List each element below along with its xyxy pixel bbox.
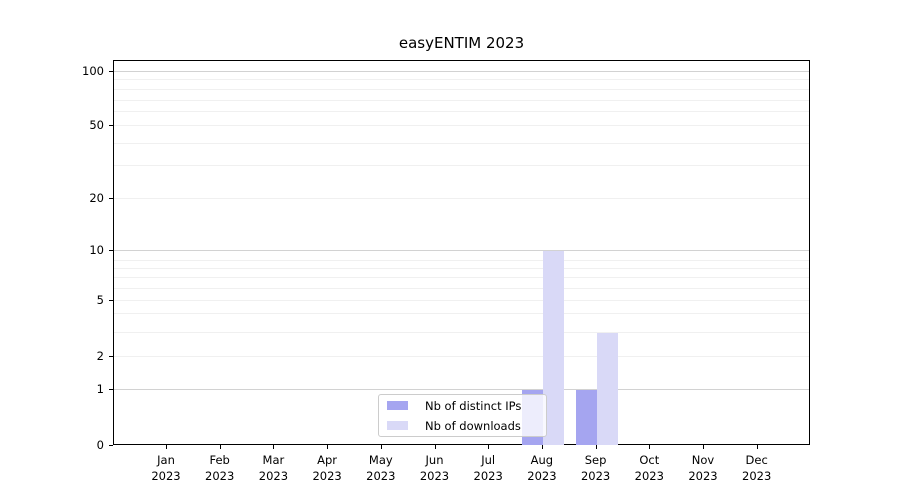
y-tick-label-20: 20 — [89, 191, 104, 205]
gridline-minor-2 — [114, 356, 809, 357]
gridline-minor-70 — [114, 99, 809, 101]
x-tickmark-feb — [219, 445, 221, 449]
gridline-minor-3 — [114, 332, 809, 333]
x-tick-label-jun: Jun 2023 — [419, 453, 450, 483]
x-tickmark-mar — [273, 445, 275, 449]
y-tick-label-10: 10 — [89, 243, 104, 257]
gridline-minor-6 — [114, 287, 809, 289]
gridline-minor-50 — [114, 125, 809, 126]
x-tick-label-apr: Apr 2023 — [312, 453, 342, 483]
legend-item-downloads: Nb of downloads — [379, 417, 546, 434]
y-tick-label-1: 1 — [96, 382, 104, 396]
x-tick-label-jan: Jan 2023 — [151, 453, 181, 483]
y-tickmark-10 — [109, 250, 113, 251]
gridline-minor-7 — [114, 277, 809, 278]
bar-sep-downloads — [596, 333, 618, 445]
gridline-major-100 — [114, 71, 809, 72]
legend-label-distinct-ips: Nb of distinct IPs — [425, 398, 522, 413]
gridline-major-10 — [114, 250, 809, 251]
x-tickmark-oct — [649, 445, 651, 449]
gridline-minor-30 — [114, 165, 809, 166]
y-tick-label-0: 0 — [96, 437, 104, 452]
x-tickmark-jul — [488, 445, 490, 449]
x-tick-label-oct: Oct 2023 — [634, 453, 664, 483]
gridline-minor-80 — [114, 88, 809, 90]
y-tickmark-2 — [109, 356, 113, 357]
gridline-major-1 — [114, 389, 809, 390]
x-tick-label-dec: Dec 2023 — [742, 453, 772, 483]
gridline-minor-5 — [114, 300, 809, 301]
y-tick-label-100: 100 — [82, 64, 104, 78]
x-tick-label-mar: Mar 2023 — [258, 453, 289, 483]
x-tick-label-aug: Aug 2023 — [527, 453, 557, 483]
gridline-minor-90 — [114, 79, 809, 80]
x-tickmark-may — [380, 445, 382, 449]
legend-swatch-distinct-ips-icon — [387, 401, 408, 410]
y-tick-label-2: 2 — [96, 349, 104, 363]
x-tickmark-jun — [434, 445, 436, 449]
y-tickmark-100 — [109, 71, 113, 72]
y-tickmark-0 — [109, 445, 113, 446]
x-tickmark-sep — [595, 445, 597, 449]
gridline-minor-9 — [114, 259, 809, 261]
y-tickmark-1 — [109, 389, 113, 390]
plot-area — [113, 60, 810, 445]
x-tickmark-aug — [541, 445, 543, 449]
x-tickmark-apr — [327, 445, 329, 449]
x-tick-label-sep: Sep 2023 — [580, 453, 611, 483]
gridline-minor-4 — [114, 313, 809, 314]
gridline-minor-20 — [114, 198, 809, 199]
x-tickmark-jan — [166, 445, 167, 449]
legend-swatch-downloads-icon — [387, 421, 408, 430]
legend-item-distinct-ips: Nb of distinct IPs — [379, 397, 546, 414]
gridline-minor-40 — [114, 142, 809, 144]
gridline-minor-60 — [114, 111, 809, 112]
x-tickmark-nov — [703, 445, 704, 449]
y-tickmark-50 — [109, 125, 113, 126]
y-tickmark-5 — [109, 300, 113, 301]
bar-sep-distinct-ips — [575, 390, 597, 445]
chart-title: easyENTIM 2023 — [398, 34, 525, 52]
y-tick-label-5: 5 — [96, 293, 104, 307]
x-tick-label-nov: Nov 2023 — [688, 453, 718, 483]
legend: Nb of distinct IPs Nb of downloads — [378, 394, 547, 437]
x-tick-label-jul: Jul 2023 — [473, 453, 503, 483]
gridline-minor-8 — [114, 268, 809, 269]
bar-aug-downloads — [542, 251, 564, 445]
legend-label-downloads: Nb of downloads — [425, 418, 521, 433]
x-tickmark-dec — [756, 445, 758, 449]
y-tickmark-20 — [109, 198, 113, 199]
x-tick-label-may: May 2023 — [366, 453, 396, 483]
y-tick-label-50: 50 — [89, 118, 104, 132]
x-tick-label-feb: Feb 2023 — [205, 453, 235, 483]
